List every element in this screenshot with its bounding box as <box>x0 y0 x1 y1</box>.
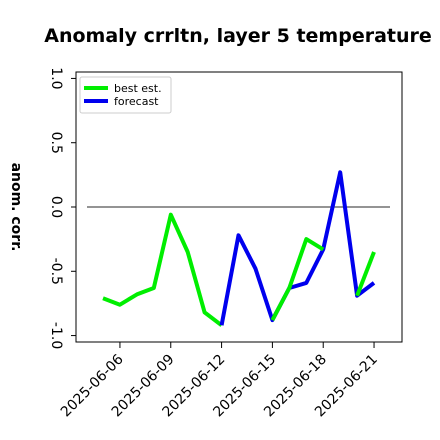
y-tick-label: 0.0 <box>48 196 64 218</box>
y-tick-label: -1.0 <box>48 322 64 349</box>
y-tick-label: -0.5 <box>48 258 64 285</box>
legend: best est.forecast <box>79 76 172 114</box>
series-line-segment-3 <box>355 251 376 297</box>
series-line-forecast <box>219 170 376 326</box>
chart-title: Anomaly crrltn, layer 5 temperature <box>44 25 432 47</box>
y-axis-label: anom. corr. <box>8 163 24 252</box>
y-tick-label: 1.0 <box>48 67 64 89</box>
legend-label: best est. <box>114 82 162 95</box>
series-line-best-est <box>102 212 223 327</box>
y-tick-label: 0.5 <box>48 132 64 154</box>
legend-label: forecast <box>114 95 159 108</box>
series-line-segment-2 <box>270 237 325 322</box>
